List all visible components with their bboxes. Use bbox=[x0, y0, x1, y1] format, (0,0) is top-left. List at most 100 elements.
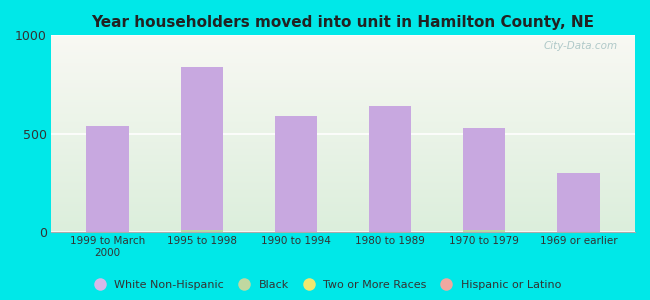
Bar bbox=[51, 122, 635, 123]
Bar bbox=[51, 68, 635, 69]
Bar bbox=[51, 142, 635, 144]
Bar bbox=[51, 81, 635, 82]
Bar bbox=[51, 207, 635, 208]
Bar bbox=[51, 73, 635, 74]
Bar bbox=[51, 41, 635, 42]
Bar bbox=[51, 125, 635, 126]
Bar bbox=[51, 107, 635, 108]
Bar bbox=[51, 134, 635, 135]
Bar bbox=[51, 152, 635, 154]
Bar bbox=[51, 118, 635, 119]
Bar bbox=[51, 54, 635, 55]
Bar bbox=[51, 64, 635, 65]
Bar bbox=[51, 104, 635, 105]
Bar bbox=[51, 57, 635, 58]
Bar bbox=[51, 176, 635, 177]
Bar bbox=[51, 148, 635, 149]
Bar bbox=[51, 62, 635, 63]
Bar bbox=[51, 121, 635, 122]
Bar bbox=[51, 144, 635, 145]
Bar bbox=[51, 198, 635, 199]
Bar bbox=[51, 128, 635, 129]
Bar bbox=[51, 80, 635, 81]
Bar bbox=[51, 219, 635, 220]
Bar bbox=[51, 127, 635, 128]
Bar bbox=[51, 102, 635, 103]
Bar bbox=[51, 93, 635, 94]
Bar bbox=[275, 116, 317, 232]
Bar bbox=[51, 195, 635, 196]
Bar bbox=[51, 225, 635, 226]
Bar bbox=[557, 173, 600, 232]
Bar bbox=[463, 128, 506, 232]
Bar bbox=[51, 204, 635, 205]
Bar bbox=[51, 63, 635, 64]
Bar bbox=[51, 114, 635, 115]
Bar bbox=[51, 220, 635, 221]
Bar bbox=[51, 182, 635, 183]
Bar bbox=[51, 191, 635, 192]
Bar bbox=[51, 133, 635, 134]
Bar bbox=[51, 156, 635, 158]
Bar bbox=[51, 88, 635, 89]
Bar bbox=[51, 59, 635, 60]
Bar bbox=[51, 69, 635, 70]
Bar bbox=[51, 65, 635, 66]
Bar bbox=[51, 163, 635, 164]
Bar bbox=[51, 53, 635, 54]
Bar bbox=[51, 178, 635, 179]
Bar bbox=[51, 193, 635, 194]
Bar bbox=[51, 194, 635, 195]
Bar bbox=[51, 119, 635, 120]
Bar bbox=[51, 55, 635, 56]
Bar bbox=[51, 72, 635, 73]
Bar bbox=[51, 215, 635, 217]
Bar bbox=[51, 164, 635, 165]
Bar bbox=[51, 136, 635, 137]
Bar bbox=[51, 161, 635, 162]
Bar bbox=[51, 146, 635, 147]
Bar bbox=[51, 174, 635, 175]
Bar bbox=[51, 200, 635, 201]
Bar bbox=[51, 186, 635, 187]
Bar bbox=[51, 117, 635, 118]
Bar bbox=[51, 172, 635, 173]
Text: City-Data.com: City-Data.com bbox=[543, 41, 618, 51]
Bar bbox=[51, 155, 635, 156]
Bar bbox=[181, 230, 223, 232]
Bar bbox=[51, 70, 635, 71]
Bar bbox=[51, 203, 635, 204]
Bar bbox=[51, 188, 635, 189]
Bar bbox=[51, 79, 635, 80]
Bar bbox=[51, 167, 635, 168]
Bar bbox=[51, 48, 635, 49]
Bar bbox=[51, 192, 635, 193]
Bar bbox=[51, 221, 635, 222]
Bar bbox=[51, 96, 635, 98]
Bar bbox=[51, 212, 635, 214]
Bar bbox=[51, 211, 635, 212]
Bar bbox=[51, 38, 635, 39]
Bar bbox=[51, 208, 635, 210]
Bar bbox=[51, 47, 635, 48]
Bar bbox=[51, 42, 635, 43]
Bar bbox=[51, 82, 635, 84]
Bar bbox=[51, 218, 635, 219]
Bar bbox=[51, 132, 635, 133]
Bar bbox=[51, 160, 635, 161]
Bar bbox=[51, 139, 635, 140]
Bar bbox=[51, 82, 635, 83]
Bar bbox=[51, 112, 635, 113]
Bar bbox=[51, 92, 635, 93]
Bar bbox=[369, 106, 411, 232]
Bar bbox=[51, 151, 635, 152]
Bar bbox=[51, 36, 635, 37]
Bar bbox=[51, 85, 635, 86]
Bar bbox=[51, 165, 635, 166]
Bar bbox=[51, 45, 635, 46]
Bar bbox=[86, 126, 129, 232]
Bar bbox=[51, 222, 635, 224]
Bar bbox=[51, 147, 635, 148]
Bar bbox=[51, 113, 635, 114]
Bar bbox=[51, 141, 635, 142]
